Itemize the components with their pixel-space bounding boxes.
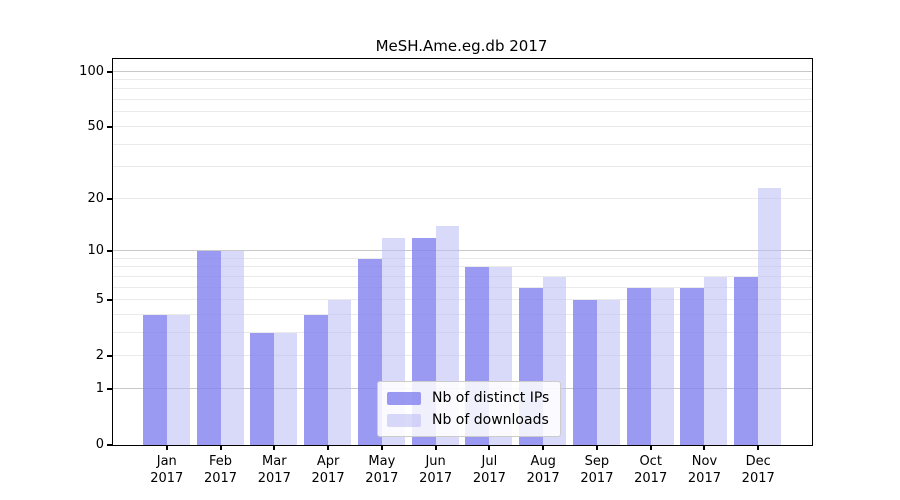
minor-gridline xyxy=(113,111,812,113)
major-gridline xyxy=(113,249,812,251)
minor-gridline xyxy=(113,197,812,199)
x-tick-mark xyxy=(273,445,276,450)
y-tick-mark xyxy=(107,355,112,358)
bar-downloads xyxy=(220,251,244,445)
x-tick-label: Mar 2017 xyxy=(257,454,291,486)
minor-gridline xyxy=(113,266,812,268)
minor-gridline xyxy=(113,299,812,301)
minor-gridline xyxy=(113,166,812,168)
bar-downloads xyxy=(650,287,674,445)
x-tick-mark xyxy=(488,445,491,450)
minor-gridline xyxy=(113,99,812,101)
x-tick-mark xyxy=(595,445,598,450)
bar-distinct-ips xyxy=(572,300,597,445)
x-tick-mark xyxy=(165,445,168,450)
x-tick-label: Jun 2017 xyxy=(419,454,453,486)
x-tick-label: Apr 2017 xyxy=(311,454,345,486)
y-tick-mark xyxy=(107,249,112,252)
y-tick-mark xyxy=(107,444,112,446)
minor-gridline xyxy=(113,88,812,90)
x-tick-mark xyxy=(542,445,545,450)
minor-gridline xyxy=(113,313,812,315)
bar-distinct-ips xyxy=(142,314,167,445)
y-tick-mark xyxy=(107,197,112,200)
x-tick-label: Sep 2017 xyxy=(580,454,614,486)
x-tick-label: May 2017 xyxy=(365,454,399,486)
legend-label-distinct-ips: Nb of distinct IPs xyxy=(432,390,550,406)
bar-distinct-ips xyxy=(304,314,329,445)
minor-gridline xyxy=(113,275,812,277)
x-tick-label: Dec 2017 xyxy=(741,454,775,486)
minor-gridline xyxy=(113,257,812,259)
y-tick-label: 5 xyxy=(95,292,104,308)
bar-distinct-ips xyxy=(196,251,221,445)
x-tick-mark xyxy=(327,445,330,450)
minor-gridline xyxy=(113,286,812,288)
minor-gridline xyxy=(113,125,812,127)
x-tick-mark xyxy=(703,445,706,450)
y-tick-label: 100 xyxy=(79,63,104,79)
legend-swatch-distinct-ips xyxy=(387,391,421,405)
x-tick-label: Feb 2017 xyxy=(203,454,238,486)
x-tick-mark xyxy=(757,445,760,450)
y-tick-mark xyxy=(107,299,112,302)
x-tick-mark xyxy=(649,445,652,450)
y-tick-label: 1 xyxy=(95,380,104,396)
bar-downloads xyxy=(704,276,728,445)
plot-area: 0 1 2 5 10 20 50 100 Jan 2017 Feb 2017 Mar 2017 Apr… xyxy=(79,58,813,486)
legend-label-downloads: Nb of downloads xyxy=(432,412,549,428)
x-tick-mark xyxy=(380,445,383,450)
y-tick-mark xyxy=(107,125,112,128)
legend-swatch-downloads xyxy=(387,413,421,427)
minor-gridline xyxy=(113,331,812,333)
y-tick-mark xyxy=(107,70,112,73)
legend: Nb of distinct IPs Nb of downloads xyxy=(377,381,562,437)
y-tick-label: 50 xyxy=(87,118,104,134)
bar-downloads xyxy=(328,300,352,445)
bar-downloads xyxy=(166,314,190,445)
minor-gridline xyxy=(113,355,812,357)
bar-downloads xyxy=(758,187,782,445)
major-gridline xyxy=(113,70,812,72)
y-tick-label: 20 xyxy=(87,190,104,206)
x-tick-label: Jul 2017 xyxy=(472,454,506,486)
x-tick-label: Aug 2017 xyxy=(526,454,560,486)
bar-downloads xyxy=(596,300,620,445)
bar-distinct-ips xyxy=(626,287,651,445)
x-tick-mark xyxy=(219,445,222,450)
legend-row-distinct-ips: Nb of distinct IPs xyxy=(387,390,549,406)
minor-gridline xyxy=(113,143,812,145)
minor-gridline xyxy=(113,79,812,81)
chart-title: MeSH.Ame.eg.db 2017 xyxy=(375,37,548,55)
bar-distinct-ips xyxy=(734,276,759,445)
x-tick-label: Oct 2017 xyxy=(634,454,668,486)
y-tick-label: 2 xyxy=(95,348,104,364)
y-tick-label: 10 xyxy=(87,242,104,258)
bar-distinct-ips xyxy=(680,287,705,445)
legend-row-downloads: Nb of downloads xyxy=(387,412,549,428)
x-tick-mark xyxy=(434,445,437,450)
y-tick-label: 0 xyxy=(95,437,104,452)
x-tick-label: Jan 2017 xyxy=(150,454,184,486)
bar-downloads xyxy=(274,332,298,445)
x-tick-label: Nov 2017 xyxy=(687,454,721,486)
y-tick-mark xyxy=(107,387,112,390)
bar-distinct-ips xyxy=(250,332,275,445)
